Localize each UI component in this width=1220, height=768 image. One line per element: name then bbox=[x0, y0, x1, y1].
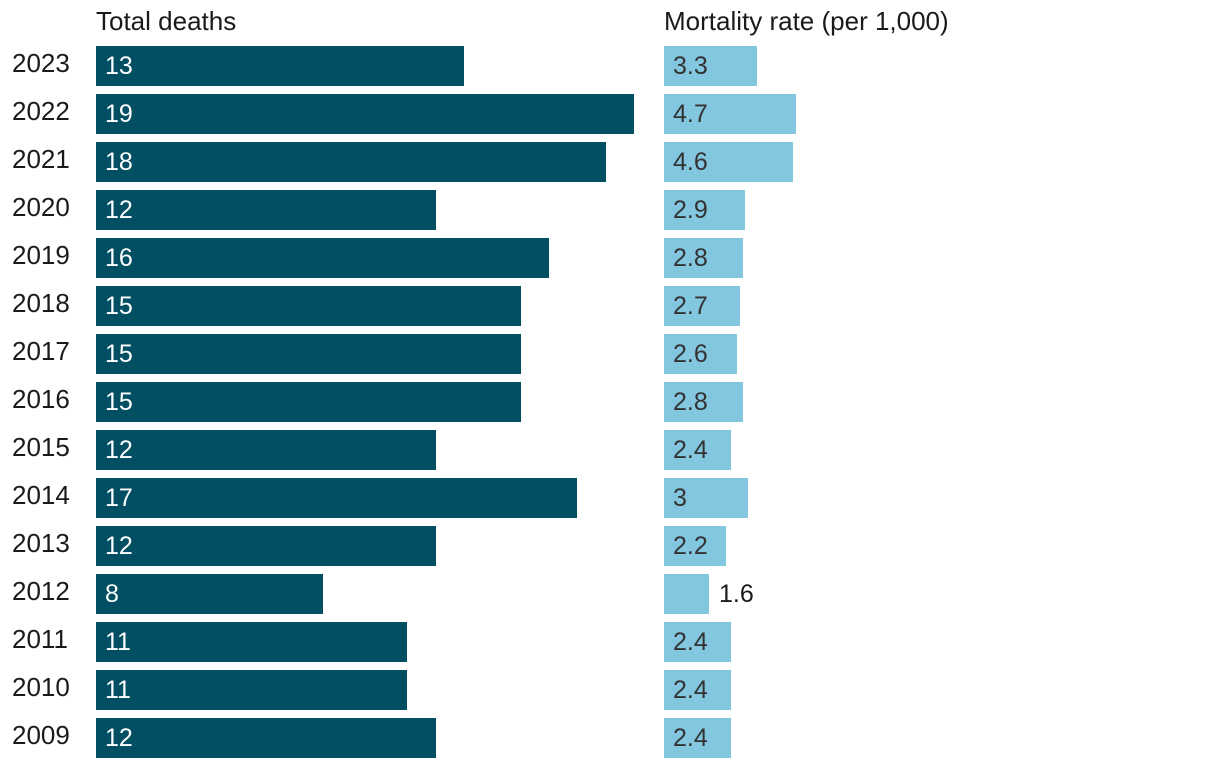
deaths-value-label-2014: 17 bbox=[105, 484, 133, 512]
deaths-bar-2021 bbox=[96, 142, 606, 182]
deaths-bar-2010 bbox=[96, 670, 407, 710]
rate-bar-2020 bbox=[664, 190, 745, 230]
rate-bar-2013 bbox=[664, 526, 726, 566]
year-label-2021: 2021 bbox=[12, 144, 70, 174]
deaths-value-label-2020: 12 bbox=[105, 196, 133, 224]
deaths-value-label-2018: 15 bbox=[105, 292, 133, 320]
deaths-bar-2013 bbox=[96, 526, 436, 566]
deaths-value-label-2016: 15 bbox=[105, 388, 133, 416]
year-label-2022: 2022 bbox=[12, 96, 70, 126]
deaths-value-label-2015: 12 bbox=[105, 436, 133, 464]
deaths-bar-2012 bbox=[96, 574, 323, 614]
deaths-bar-2019 bbox=[96, 238, 549, 278]
deaths-bar-2020 bbox=[96, 190, 436, 230]
rate-value-label-2011: 2.4 bbox=[673, 628, 708, 656]
rate-bar-2010 bbox=[664, 670, 731, 710]
year-label-2023: 2023 bbox=[12, 48, 70, 78]
rate-bar-2016 bbox=[664, 382, 743, 422]
deaths-bar-2016 bbox=[96, 382, 521, 422]
year-label-2016: 2016 bbox=[12, 384, 70, 414]
rate-bar-2023 bbox=[664, 46, 757, 86]
deaths-value-label-2017: 15 bbox=[105, 340, 133, 368]
rate-value-label-2012: 1.6 bbox=[719, 580, 754, 608]
rate-value-label-2010: 2.4 bbox=[673, 676, 708, 704]
total-deaths-title: Total deaths bbox=[96, 6, 237, 36]
deaths-bar-2009 bbox=[96, 718, 436, 758]
deaths-value-label-2021: 18 bbox=[105, 148, 133, 176]
rate-value-label-2009: 2.4 bbox=[673, 724, 708, 752]
mortality-rate-title: Mortality rate (per 1,000) bbox=[664, 6, 949, 36]
deaths-bar-2017 bbox=[96, 334, 521, 374]
deaths-bar-2015 bbox=[96, 430, 436, 470]
deaths-bar-2023 bbox=[96, 46, 464, 86]
deaths-value-label-2009: 12 bbox=[105, 724, 133, 752]
rate-value-label-2013: 2.2 bbox=[673, 532, 708, 560]
rate-bar-2017 bbox=[664, 334, 737, 374]
rate-value-label-2023: 3.3 bbox=[673, 52, 708, 80]
rate-bar-2022 bbox=[664, 94, 796, 134]
year-label-2012: 2012 bbox=[12, 576, 70, 606]
deaths-value-label-2010: 11 bbox=[105, 676, 131, 704]
rate-value-label-2022: 4.7 bbox=[673, 100, 708, 128]
rate-bar-2011 bbox=[664, 622, 731, 662]
rate-bar-2014 bbox=[664, 478, 748, 518]
year-label-2010: 2010 bbox=[12, 672, 70, 702]
rate-value-label-2020: 2.9 bbox=[673, 196, 708, 224]
year-label-2013: 2013 bbox=[12, 528, 70, 558]
rate-value-label-2019: 2.8 bbox=[673, 244, 708, 272]
year-label-2020: 2020 bbox=[12, 192, 70, 222]
rate-value-label-2015: 2.4 bbox=[673, 436, 708, 464]
deaths-value-label-2019: 16 bbox=[105, 244, 133, 272]
deaths-bar-2011 bbox=[96, 622, 407, 662]
rate-value-label-2014: 3 bbox=[673, 484, 687, 512]
deaths-bar-2022 bbox=[96, 94, 634, 134]
rate-bar-2015 bbox=[664, 430, 731, 470]
rate-bar-2009 bbox=[664, 718, 731, 758]
deaths-value-label-2011: 11 bbox=[105, 628, 131, 656]
year-label-2017: 2017 bbox=[12, 336, 70, 366]
year-label-2011: 2011 bbox=[12, 624, 68, 654]
rate-bar-2012 bbox=[664, 574, 709, 614]
rate-value-label-2021: 4.6 bbox=[673, 148, 708, 176]
deaths-value-label-2013: 12 bbox=[105, 532, 133, 560]
deaths-bar-2014 bbox=[96, 478, 577, 518]
deaths-value-label-2023: 13 bbox=[105, 52, 133, 80]
rate-bar-2021 bbox=[664, 142, 793, 182]
rate-value-label-2016: 2.8 bbox=[673, 388, 708, 416]
year-label-2019: 2019 bbox=[12, 240, 70, 270]
deaths-value-label-2012: 8 bbox=[105, 580, 119, 608]
deaths-bar-2018 bbox=[96, 286, 521, 326]
year-label-2014: 2014 bbox=[12, 480, 70, 510]
rate-value-label-2018: 2.7 bbox=[673, 292, 708, 320]
deaths-value-label-2022: 19 bbox=[105, 100, 133, 128]
rate-value-label-2017: 2.6 bbox=[673, 340, 708, 368]
year-label-2009: 2009 bbox=[12, 720, 70, 750]
rate-bar-2019 bbox=[664, 238, 743, 278]
year-label-2018: 2018 bbox=[12, 288, 70, 318]
year-label-2015: 2015 bbox=[12, 432, 70, 462]
rate-bar-2018 bbox=[664, 286, 740, 326]
